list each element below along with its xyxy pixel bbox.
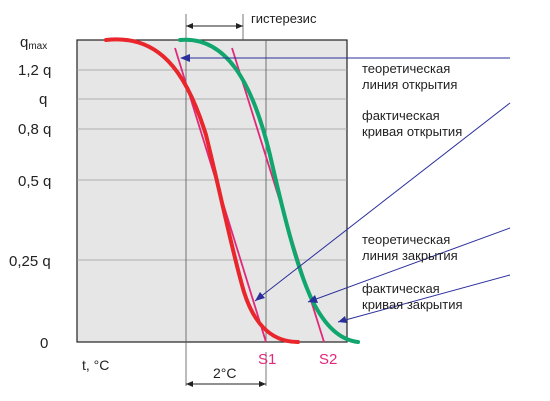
s1-label: S1 [258,351,276,368]
horizontal-gridlines [77,69,347,261]
y-label-0-8q: 0,8 q [18,121,51,138]
actual-opening-label-1: фактическая [362,108,440,123]
hysteresis-label: гистерезис [251,11,317,26]
delta-temperature-dimension: 2°C [186,352,267,387]
x-axis-label: t, °C [82,357,109,373]
theory-opening-label-1: теоретическая [362,61,450,76]
y-label-qmax: qmax [20,34,47,52]
plot-area [76,39,348,343]
pointer-lines [180,54,511,323]
theory-closing-label-2: линия закрытия [362,248,458,263]
actual-opening-label-2: кривая открытия [362,124,462,139]
hysteresis-dimension: гистерезис [186,11,317,29]
theory-closing-label-1: теоретическая [362,232,450,247]
theory-opening-label-2: линия открытия [362,77,457,92]
y-label-0-5q: 0,5 q [18,173,51,190]
opening-curve [104,37,300,344]
y-label-q: q [39,91,47,108]
actual-closing-label-2: кривая закрытия [362,297,463,312]
y-label-0-25q: 0,25 q [9,253,51,270]
y-label-1-2q: 1,2 q [18,62,51,79]
actual-closing-label-1: фактическая [362,281,440,296]
vertical-gridlines [185,14,267,386]
delta-label: 2°C [213,365,237,381]
s2-label: S2 [319,351,337,368]
closing-curve [178,37,360,344]
y-label-zero: 0 [40,335,48,352]
